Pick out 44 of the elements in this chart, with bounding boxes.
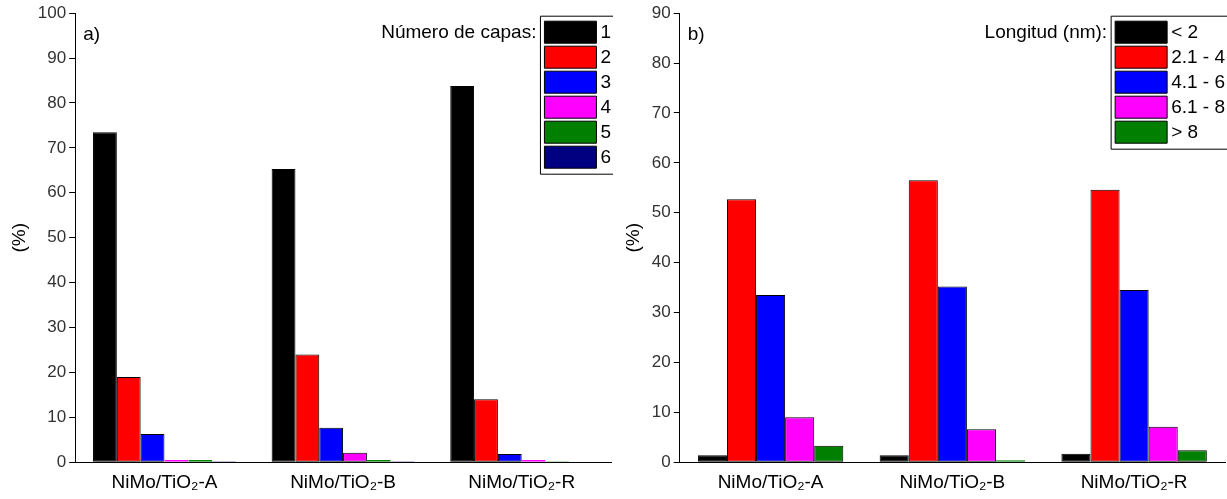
y-axis-title: (%) — [7, 222, 29, 253]
legend-label: 3 — [600, 70, 612, 92]
y-tick-label: 60 — [47, 182, 67, 202]
legend-label: 6.1 - 8 — [1171, 95, 1226, 117]
x-tick-label: NiMo/TiO₂-R — [1080, 470, 1188, 492]
y-tick-label: 100 — [37, 2, 67, 22]
legend-label: 2.1 - 4 — [1171, 45, 1226, 67]
legend-title: Número de capas: — [381, 20, 537, 42]
y-tick-label: 80 — [47, 92, 67, 112]
annotation: b) — [687, 23, 705, 45]
x-tick-label: NiMo/TiO₂-B — [290, 470, 397, 492]
y-tick-label: 90 — [651, 2, 671, 22]
y-tick-label: 30 — [47, 317, 67, 337]
y-tick-label: 50 — [47, 227, 67, 247]
y-tick-label: 70 — [47, 137, 67, 157]
x-tick-label: NiMo/TiO₂-B — [899, 470, 1006, 492]
y-tick-label: 30 — [651, 302, 671, 322]
legend-label: > 8 — [1171, 120, 1199, 142]
legend-title: Longitud (nm): — [984, 20, 1108, 42]
legend-label: 4.1 - 6 — [1171, 70, 1226, 92]
y-tick-label: 10 — [47, 406, 67, 426]
x-tick-label: NiMo/TiO₂-A — [717, 470, 824, 492]
y-tick-label: 20 — [47, 362, 67, 382]
y-tick-label: 60 — [651, 152, 671, 172]
y-tick-label: 40 — [47, 272, 67, 292]
legend-label: 2 — [600, 45, 612, 67]
legend-label: < 2 — [1171, 20, 1199, 42]
y-tick-label: 50 — [651, 202, 671, 222]
y-tick-label: 70 — [651, 102, 671, 122]
legend-label: 5 — [600, 120, 612, 142]
y-tick-label: 40 — [651, 252, 671, 272]
legend-label: 1 — [600, 20, 612, 42]
legend-label: 4 — [600, 95, 612, 117]
y-tick-label: 0 — [661, 451, 671, 471]
legend-label: 6 — [600, 145, 612, 167]
y-tick-label: 10 — [651, 402, 671, 421]
y-tick-label: 20 — [651, 352, 671, 372]
y-axis-title: (%) — [621, 222, 643, 253]
x-tick-label: NiMo/TiO₂-A — [111, 470, 218, 492]
y-tick-label: 0 — [56, 451, 67, 471]
y-tick-label: 90 — [47, 47, 67, 67]
y-tick-label: 80 — [651, 52, 671, 72]
annotation: a) — [83, 23, 101, 45]
x-tick-label: NiMo/TiO₂-R — [468, 470, 576, 492]
